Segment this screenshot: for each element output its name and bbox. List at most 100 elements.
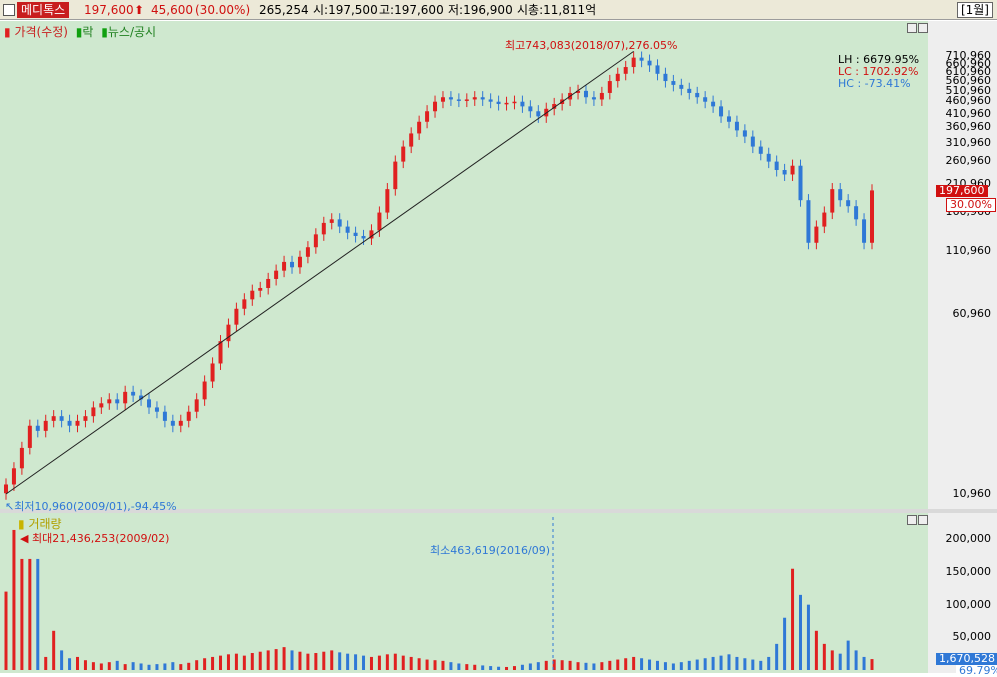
price-plot[interactable] [0,21,928,509]
candle-body[interactable] [313,234,318,248]
volume-bar[interactable] [624,658,628,670]
candle-body[interactable] [782,170,787,175]
candle-body[interactable] [448,97,453,100]
candle-body[interactable] [186,411,191,421]
candle-body[interactable] [401,146,406,162]
candle-body[interactable] [591,97,596,100]
volume-bar[interactable] [648,659,652,670]
restore-icon[interactable] [907,23,917,33]
candle-body[interactable] [440,97,445,102]
candle-body[interactable] [814,226,819,243]
volume-bar[interactable] [862,656,866,670]
volume-bar[interactable] [219,655,223,670]
volume-bar[interactable] [163,663,167,670]
candle-body[interactable] [27,425,32,448]
volume-bar[interactable] [417,658,421,670]
candle-body[interactable] [528,106,533,112]
candle-body[interactable] [393,161,398,190]
legend-rak[interactable]: 락 [82,25,94,39]
candle-body[interactable] [520,101,525,107]
volume-plot[interactable] [0,513,928,673]
candle-body[interactable] [377,212,382,231]
candle-body[interactable] [19,447,24,469]
candle-body[interactable] [663,73,668,82]
volume-bar[interactable] [155,664,159,670]
candle-body[interactable] [758,146,763,154]
candle-body[interactable] [488,99,493,102]
volume-bar[interactable] [679,662,683,670]
candle-body[interactable] [583,90,588,98]
volume-bar[interactable] [592,663,596,670]
volume-bar[interactable] [354,654,358,670]
candle-body[interactable] [862,219,867,243]
candle-body[interactable] [194,399,199,412]
pane-splitter[interactable] [0,509,997,513]
candle-body[interactable] [774,161,779,171]
candle-body[interactable] [290,261,295,268]
volume-bar[interactable] [60,650,64,670]
volume-bar[interactable] [234,653,238,670]
candle-body[interactable] [115,399,120,404]
legend-news[interactable]: 뉴스/공시 [107,25,157,39]
volume-bar[interactable] [512,666,516,670]
candle-body[interactable] [806,200,811,243]
candle-body[interactable] [639,57,644,61]
volume-bar[interactable] [266,650,270,670]
volume-bar[interactable] [719,655,723,670]
volume-bar[interactable] [735,656,739,670]
candle-body[interactable] [202,381,207,400]
candle-body[interactable] [234,308,239,325]
candle-body[interactable] [695,92,700,98]
volume-bar[interactable] [473,664,477,670]
volume-bar[interactable] [44,656,48,670]
candle-body[interactable] [631,57,636,68]
volume-bar[interactable] [727,654,731,670]
volume-bar[interactable] [616,659,620,670]
candle-body[interactable] [464,99,469,101]
candle-body[interactable] [703,97,708,102]
volume-bar[interactable] [481,665,485,670]
volume-bar[interactable] [226,654,230,670]
candle-body[interactable] [4,484,8,494]
candle-body[interactable] [607,81,612,93]
volume-bar[interactable] [290,650,294,670]
volume-bar[interactable] [552,659,556,670]
candle-body[interactable] [210,363,215,382]
candle-body[interactable] [750,136,755,147]
candle-body[interactable] [742,130,747,137]
candle-body[interactable] [870,190,874,243]
close-icon[interactable] [918,515,928,525]
volume-bar[interactable] [489,666,493,670]
volume-bar[interactable] [806,604,810,670]
volume-bar[interactable] [274,649,278,670]
candle-body[interactable] [599,92,604,100]
volume-bar[interactable] [663,662,667,670]
volume-bar[interactable] [4,591,8,670]
candle-body[interactable] [91,407,96,417]
candle-body[interactable] [433,101,438,112]
volume-bar[interactable] [362,655,366,670]
volume-bar[interactable] [655,660,659,670]
candle-body[interactable] [456,99,461,101]
volume-bar[interactable] [767,656,771,670]
candle-body[interactable] [345,226,350,233]
candle-body[interactable] [409,133,414,147]
volume-bar[interactable] [385,654,389,670]
candle-body[interactable] [353,232,358,236]
stock-name[interactable]: 메디톡스 [17,2,70,18]
volume-bar[interactable] [687,660,691,670]
candle-body[interactable] [425,111,430,122]
candle-body[interactable] [536,111,541,117]
volume-bar[interactable] [783,617,787,670]
candle-body[interactable] [162,411,167,421]
candle-body[interactable] [139,395,144,400]
candle-body[interactable] [282,261,287,271]
restore-icon[interactable] [907,515,917,525]
volume-bar[interactable] [520,664,524,670]
volume-bar[interactable] [346,653,350,670]
volume-bar[interactable] [52,630,56,670]
candle-body[interactable] [258,287,263,291]
volume-bar[interactable] [139,663,143,670]
candle-body[interactable] [305,247,310,257]
volume-bar[interactable] [377,655,381,670]
